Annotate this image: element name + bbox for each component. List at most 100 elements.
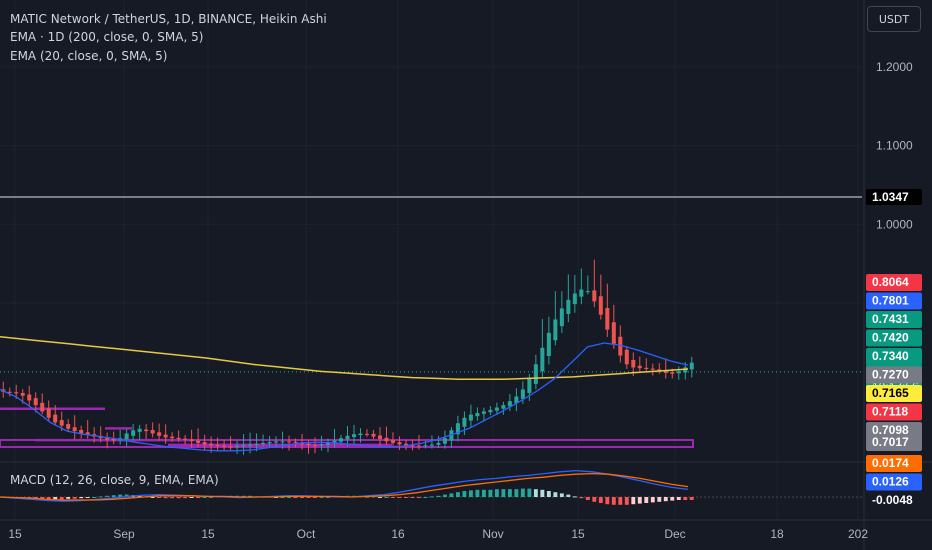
- macd-histogram-bar: [663, 497, 668, 502]
- macd-histogram-bar: [124, 494, 129, 497]
- ema20-line: [0, 342, 689, 452]
- macd-histogram-bar: [150, 497, 155, 498]
- candle: [514, 396, 519, 404]
- candle: [85, 432, 90, 436]
- macd-legend[interactable]: MACD (12, 26, close, 9, EMA, EMA): [10, 473, 219, 487]
- macd-histogram-bar: [79, 497, 84, 499]
- macd-histogram-bar: [670, 497, 675, 501]
- macd-histogram-bar: [196, 497, 201, 498]
- macd-histogram-bar: [410, 497, 415, 498]
- candle: [377, 435, 382, 439]
- candle: [546, 332, 551, 357]
- candle: [436, 442, 441, 445]
- macd-histogram-bar: [176, 497, 181, 499]
- candle: [520, 389, 525, 399]
- x-tick-label: 15: [201, 527, 215, 541]
- macd-histogram-bar: [553, 492, 558, 497]
- candle: [144, 429, 149, 432]
- candle: [248, 444, 253, 446]
- x-tick-label: 15: [571, 527, 585, 541]
- candle: [624, 349, 629, 365]
- candle: [338, 438, 344, 442]
- candle: [566, 299, 571, 314]
- candle: [306, 443, 311, 446]
- macd-histogram-bar: [481, 489, 486, 497]
- macd-histogram-bar: [423, 497, 428, 498]
- macd-histogram-bar: [287, 497, 291, 498]
- candle: [371, 433, 376, 437]
- macd-histogram-bar: [657, 497, 662, 502]
- macd-histogram-bar: [533, 489, 538, 497]
- candle: [157, 432, 162, 436]
- ema20-legend[interactable]: EMA (20, close, 0, SMA, 5): [10, 49, 168, 63]
- macd-histogram-bar: [501, 489, 506, 497]
- macd-histogram-bar: [520, 488, 525, 497]
- price-label-text: 0.7270: [872, 368, 909, 382]
- y-tick-label: 1.0000: [876, 217, 913, 231]
- candle: [429, 444, 434, 446]
- macd-histogram-bar: [644, 497, 649, 503]
- candle: [7, 391, 12, 393]
- ema200-legend[interactable]: EMA · 1D (200, close, 0, SMA, 5): [10, 30, 204, 44]
- candle: [637, 365, 642, 369]
- candle: [241, 445, 246, 447]
- macd-histogram-bar: [397, 497, 402, 498]
- candle: [72, 427, 77, 432]
- candle: [105, 437, 110, 440]
- macd-histogram-bar: [293, 497, 298, 498]
- macd-histogram-bar: [572, 496, 577, 498]
- price-label-text: 0.7801: [872, 294, 909, 308]
- macd-histogram-bar: [189, 497, 194, 498]
- candle: [228, 446, 233, 448]
- price-label: [866, 292, 922, 310]
- candle: [202, 442, 207, 445]
- macd-histogram-bar: [689, 497, 694, 500]
- candle: [150, 429, 155, 434]
- candle: [364, 433, 369, 435]
- candle: [345, 435, 350, 440]
- candle: [592, 290, 597, 302]
- macd-histogram-bar: [92, 497, 97, 498]
- price-label-text: 0.7340: [872, 349, 909, 363]
- x-tick-label: Dec: [664, 527, 685, 541]
- ema200-line: [0, 336, 689, 380]
- candle: [598, 296, 603, 315]
- candle: [319, 444, 324, 446]
- macd-value-label: [866, 492, 922, 509]
- candle: [313, 444, 318, 446]
- candle: [280, 441, 285, 443]
- macd-histogram-bar: [98, 496, 103, 498]
- macd-histogram-bar: [676, 497, 681, 500]
- candle: [416, 445, 421, 447]
- macd-histogram-bar: [183, 497, 188, 499]
- macd-histogram-bar: [514, 489, 519, 497]
- macd-histogram-bar: [326, 497, 330, 498]
- price-label-text: 0.7165: [872, 386, 909, 400]
- x-tick-label: 202: [848, 527, 868, 541]
- macd-histogram-bar: [579, 497, 584, 499]
- macd-histogram-bar: [494, 489, 499, 497]
- candle: [66, 424, 71, 429]
- macd-histogram-bar: [404, 497, 408, 498]
- candle: [222, 445, 227, 447]
- x-tick-label: 18: [770, 527, 784, 541]
- candle: [683, 367, 688, 373]
- candle: [410, 444, 415, 447]
- candle: [46, 408, 51, 418]
- macd-histogram-bar: [455, 492, 460, 497]
- macd-histogram-bar: [274, 497, 278, 498]
- candle: [351, 434, 357, 438]
- candle: [390, 440, 395, 443]
- currency-button[interactable]: USDT: [867, 6, 921, 32]
- candle: [33, 398, 38, 406]
- macd-histogram-bar: [462, 491, 467, 497]
- candle: [267, 442, 272, 444]
- macd-histogram-bar: [488, 489, 493, 497]
- macd-histogram-bar: [209, 497, 214, 498]
- macd-histogram-bar: [105, 495, 110, 497]
- candle: [397, 442, 402, 445]
- candle: [442, 438, 447, 444]
- candle: [27, 394, 32, 401]
